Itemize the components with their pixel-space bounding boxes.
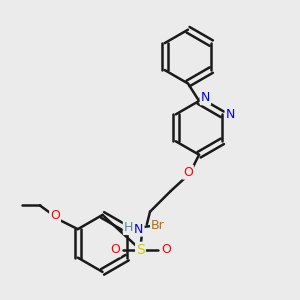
Text: H: H	[124, 221, 133, 234]
Text: O: O	[50, 209, 60, 222]
Text: N: N	[134, 223, 144, 236]
Text: O: O	[110, 243, 120, 256]
Text: Br: Br	[151, 220, 165, 232]
Text: S: S	[136, 243, 145, 257]
Text: N: N	[226, 108, 235, 121]
Text: O: O	[161, 243, 171, 256]
Text: O: O	[183, 166, 193, 179]
Text: N: N	[201, 91, 210, 104]
